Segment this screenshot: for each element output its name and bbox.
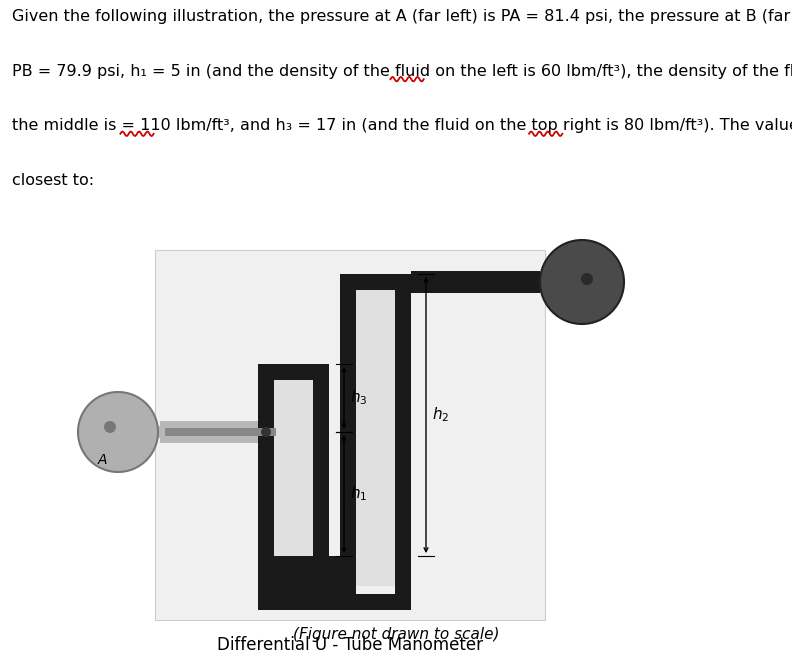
Bar (274, 380, 313, 556)
Text: (Figure not drawn to scale): (Figure not drawn to scale) (293, 627, 499, 642)
Bar (340, 274, 356, 610)
Bar (258, 364, 329, 380)
Circle shape (261, 427, 271, 437)
Bar (258, 428, 276, 436)
Text: $h_2$: $h_2$ (432, 406, 449, 424)
Text: closest to:: closest to: (12, 173, 94, 188)
Bar (258, 594, 411, 610)
Circle shape (78, 392, 158, 472)
Circle shape (104, 421, 116, 433)
Circle shape (540, 240, 624, 324)
Text: Differential U - Tube Manometer: Differential U - Tube Manometer (217, 636, 483, 650)
Bar (411, 271, 540, 293)
Text: Given the following illustration, the pressure at A (far left) is PA = 81.4 psi,: Given the following illustration, the pr… (12, 9, 792, 24)
Bar (313, 364, 329, 610)
Bar (540, 276, 545, 288)
Bar (395, 274, 411, 610)
Bar (156, 426, 165, 438)
Bar (160, 421, 258, 443)
Text: the middle is = 110 lbm/ft³, and h₃ = 17 in (and the fluid on the top right is 8: the middle is = 110 lbm/ft³, and h₃ = 17… (12, 118, 792, 133)
Bar (356, 290, 395, 586)
Bar (274, 586, 340, 594)
Bar (155, 250, 545, 620)
Bar (258, 364, 274, 610)
Text: $h_3$: $h_3$ (350, 389, 367, 408)
Text: $h_1$: $h_1$ (350, 485, 367, 503)
Text: PB = 79.9 psi, h₁ = 5 in (and the density of the fluid on the left is 60 lbm/ft³: PB = 79.9 psi, h₁ = 5 in (and the densit… (12, 64, 792, 79)
Bar (274, 556, 340, 586)
Circle shape (581, 273, 593, 285)
Bar (340, 274, 411, 290)
Bar (160, 428, 258, 436)
Text: A: A (97, 453, 107, 467)
